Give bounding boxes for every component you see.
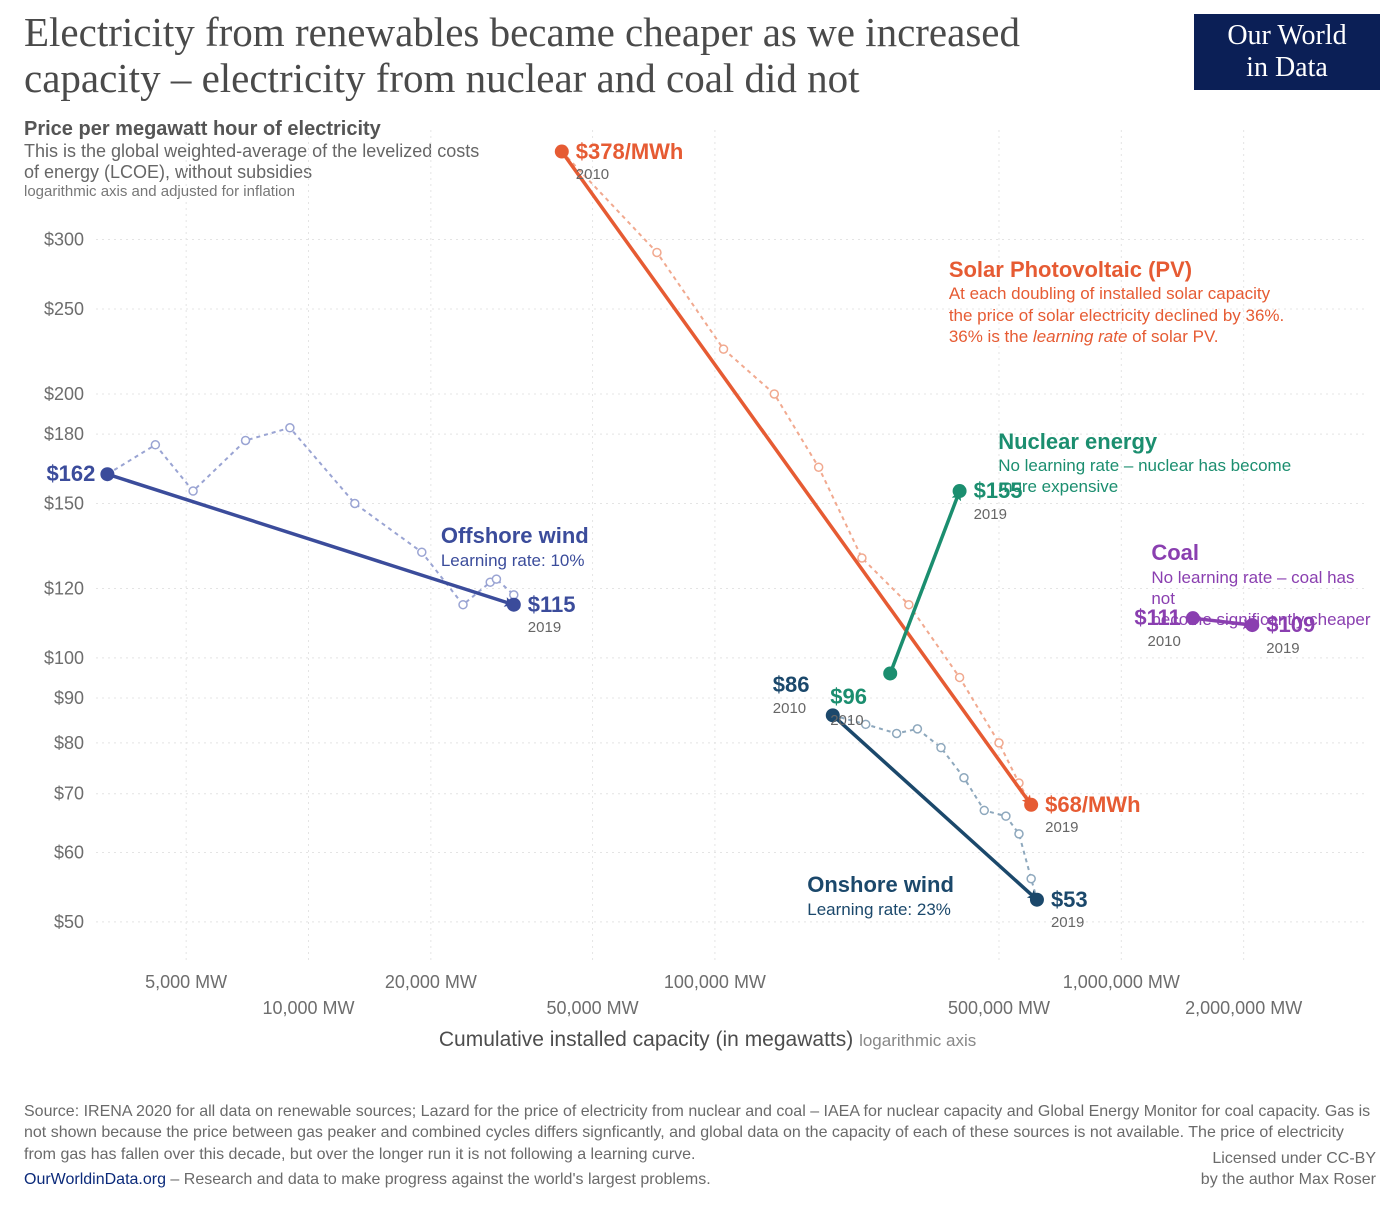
series-annotation-sub: No learning rate – nuclear has becomemor…	[998, 455, 1291, 498]
point-year: 2010	[576, 166, 609, 183]
data-point-label: $378/MWh 2010	[576, 138, 684, 186]
chart-footer: Source: IRENA 2020 for all data on renew…	[24, 1101, 1376, 1191]
series-annotation-sub: No learning rate – coal has notbecome si…	[1151, 567, 1376, 631]
point-value: $53	[1051, 887, 1088, 912]
y-tick-label: $60	[54, 842, 84, 862]
y-tick-label: $90	[54, 688, 84, 708]
series-annotation-title: Coal	[1151, 540, 1199, 565]
data-point-label: $162	[46, 460, 95, 488]
point-year: 2019	[974, 506, 1007, 523]
series-annotation: Solar Photovoltaic (PV)At each doubling …	[949, 256, 1284, 347]
series-annotation-sub: Learning rate: 23%	[807, 899, 954, 920]
series-annotation: Onshore windLearning rate: 23%	[807, 871, 954, 920]
data-point-label: $115 2019	[528, 591, 576, 639]
y-tick-label: $200	[44, 384, 84, 404]
data-point-label: $68/MWh 2019	[1045, 791, 1140, 839]
x-tick-label: 10,000 MW	[262, 998, 354, 1018]
series-annotation-title: Offshore wind	[441, 523, 589, 548]
logo-line1: Our World	[1227, 20, 1346, 52]
y-tick-label: $50	[54, 912, 84, 932]
series-annotation-title: Solar Photovoltaic (PV)	[949, 257, 1192, 282]
y-tick-label: $150	[44, 494, 84, 514]
series-annotation-sub: At each doubling of installed solar capa…	[949, 283, 1284, 347]
point-year: 2010	[1148, 633, 1181, 650]
y-tick-label: $70	[54, 784, 84, 804]
footer-link-suffix: – Research and data to make progress aga…	[166, 1171, 711, 1188]
point-value: $86	[773, 672, 810, 697]
y-tick-label: $300	[44, 230, 84, 250]
x-tick-label: 20,000 MW	[385, 972, 477, 992]
series-annotation: Nuclear energyNo learning rate – nuclear…	[998, 428, 1291, 498]
logo-line2: in Data	[1246, 52, 1328, 84]
footer-source: Source: IRENA 2020 for all data on renew…	[24, 1101, 1376, 1166]
owid-logo: Our World in Data	[1194, 14, 1380, 90]
series-annotation-sub: Learning rate: 10%	[441, 550, 589, 571]
y-tick-label: $120	[44, 578, 84, 598]
data-point-label: $53 2019	[1051, 886, 1088, 934]
footer-link[interactable]: OurWorldinData.org	[24, 1171, 166, 1188]
y-tick-label: $80	[54, 733, 84, 753]
y-tick-label: $180	[44, 424, 84, 444]
x-tick-label: 2,000,000 MW	[1185, 998, 1302, 1018]
series-annotation-title: Onshore wind	[807, 872, 954, 897]
point-value: $68/MWh	[1045, 792, 1140, 817]
point-value: $378/MWh	[576, 139, 684, 164]
series-annotation: CoalNo learning rate – coal has notbecom…	[1151, 539, 1376, 630]
point-year: 2019	[1045, 819, 1078, 836]
point-year: 2010	[773, 700, 806, 717]
y-tick-label: $100	[44, 648, 84, 668]
data-point-label: $96 2010	[830, 683, 867, 731]
point-year: 2019	[1266, 640, 1299, 657]
x-tick-label: 1,000,000 MW	[1063, 972, 1180, 992]
point-year: 2019	[1051, 914, 1084, 931]
chart-area: $50 $60 $70 $80 $90 $100 $120 $150 $180 $200 $250 $…	[24, 112, 1376, 1072]
point-value: $96	[830, 684, 867, 709]
point-value: $162	[46, 461, 95, 486]
footer-license-line1: Licensed under CC-BY	[1201, 1148, 1376, 1170]
chart-title: Electricity from renewables became cheap…	[24, 10, 1084, 102]
footer-license: Licensed under CC-BY by the author Max R…	[1201, 1148, 1376, 1191]
point-value: $115	[528, 592, 576, 617]
x-axis-title-text: Cumulative installed capacity (in megawa…	[439, 1028, 853, 1051]
point-year: 2019	[528, 619, 561, 636]
x-axis-title: Cumulative installed capacity (in megawa…	[439, 1028, 976, 1052]
footer-license-line2: by the author Max Roser	[1201, 1169, 1376, 1191]
x-tick-label: 100,000 MW	[664, 972, 766, 992]
series-annotation-title: Nuclear energy	[998, 429, 1157, 454]
x-tick-label: 50,000 MW	[547, 998, 639, 1018]
y-tick-label: $250	[44, 299, 84, 319]
x-axis-title-sub: logarithmic axis	[859, 1031, 976, 1050]
x-tick-label: 5,000 MW	[145, 972, 227, 992]
series-annotation: Offshore windLearning rate: 10%	[441, 522, 589, 571]
data-point-label: $86 2010	[773, 671, 810, 719]
point-year: 2010	[830, 712, 863, 729]
x-tick-label: 500,000 MW	[948, 998, 1050, 1018]
